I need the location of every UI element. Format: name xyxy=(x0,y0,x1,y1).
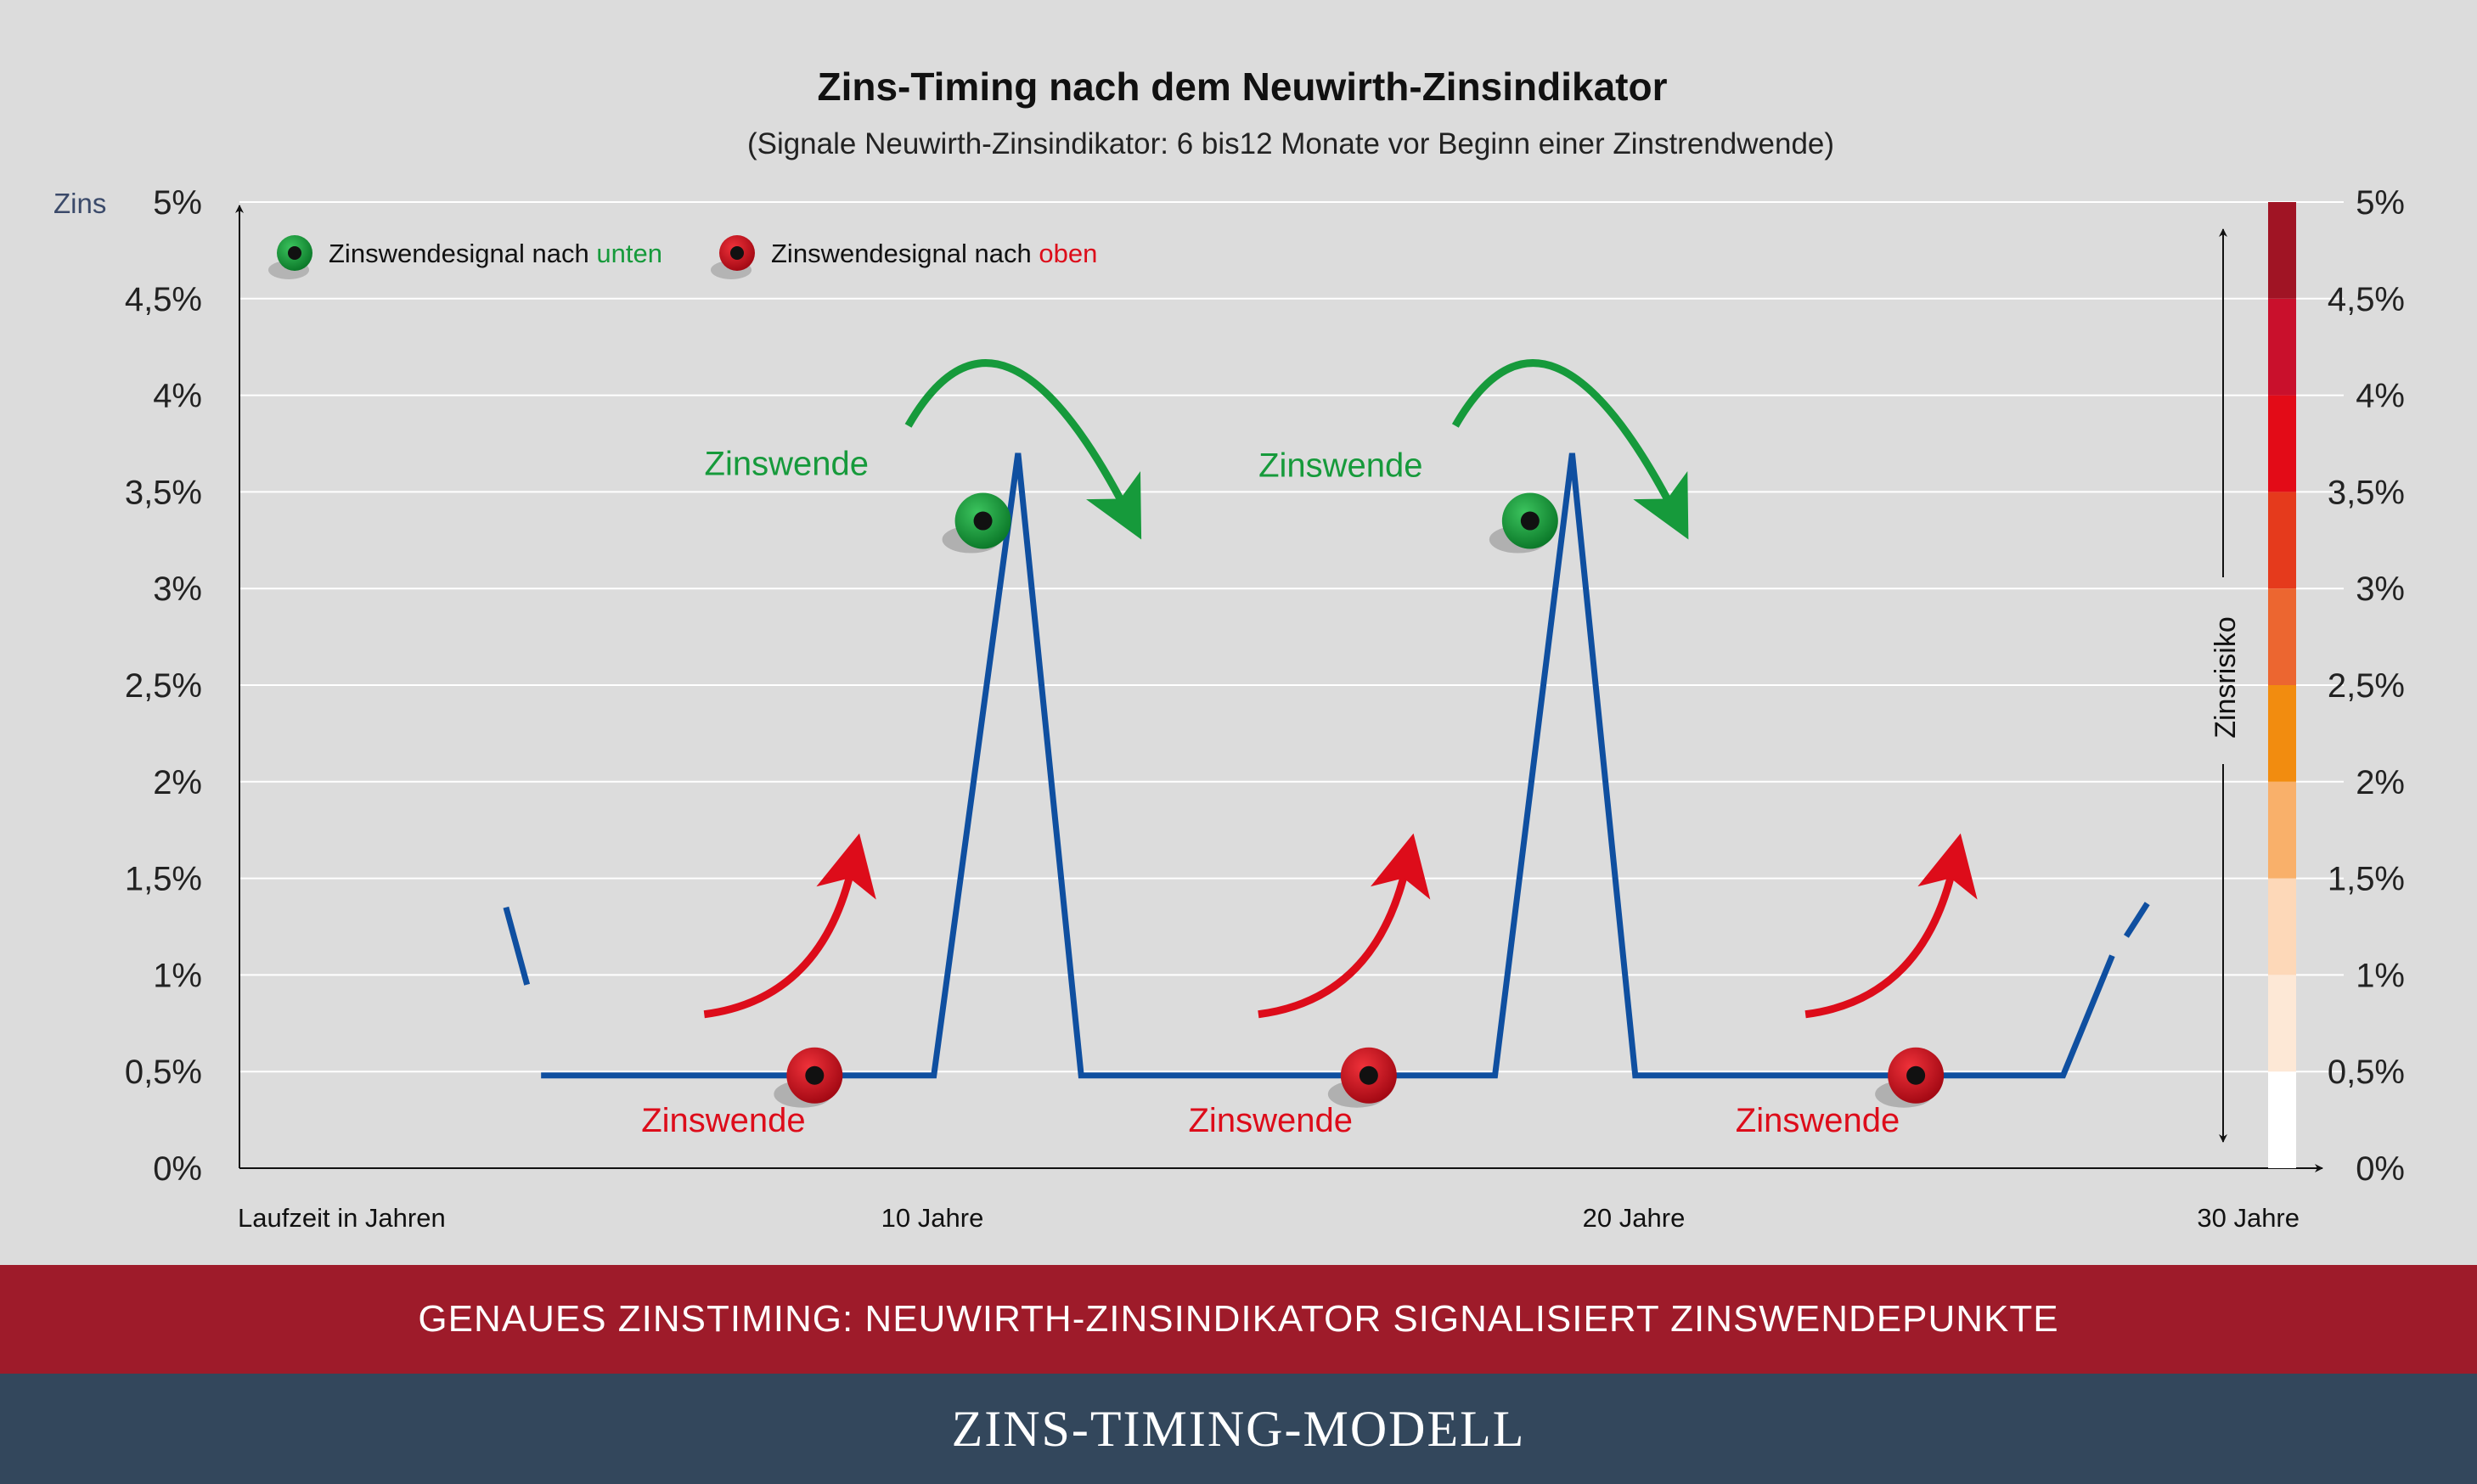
zinswende-annotation: Zinswende xyxy=(1258,447,1422,485)
red-curved-arrow xyxy=(1804,833,1978,1019)
gridlines xyxy=(239,201,2344,1073)
interest-rate-line-dash-end xyxy=(2123,902,2150,938)
x-tick-labels: 10 Jahre 20 Jahre 30 Jahre xyxy=(881,1203,2300,1233)
chart-title: Zins-Timing nach dem Neuwirth-Zinsindika… xyxy=(818,65,1668,109)
interest-rate-line-dash-start xyxy=(503,906,531,986)
risk-scale-segment xyxy=(2268,975,2296,1072)
y-tick-label: 4,5% xyxy=(125,281,202,318)
zinswende-annotation: Zinswende xyxy=(705,445,869,482)
y-axis-label: Zins xyxy=(53,188,106,219)
interest-timing-chart: Zins-Timing nach dem Neuwirth-Zinsindika… xyxy=(53,65,2405,1233)
risk-scale-segment xyxy=(2268,685,2296,782)
risk-axis-label: Zinsrisiko xyxy=(2210,616,2242,739)
legend-text-down: Zinswendesignal nach xyxy=(329,239,596,268)
risk-scale-segment xyxy=(2268,395,2296,492)
legend: Zinswendesignal nach unten Zinswendesign… xyxy=(268,235,1097,279)
footer-bar: ZINS-TIMING-MODELL xyxy=(0,1374,2477,1484)
legend-highlight-down: unten xyxy=(596,239,662,268)
risk-axis: Zinsrisiko xyxy=(2210,228,2242,1143)
banner-text: GENAUES ZINSTIMING: NEUWIRTH-ZINSINDIKAT… xyxy=(418,1298,2059,1340)
legend-item-up-signal: Zinswendesignal nach oben xyxy=(711,235,1097,279)
x-axis-label: Laufzeit in Jahren xyxy=(238,1203,446,1233)
y-tick-label: 1,5% xyxy=(125,861,202,898)
series xyxy=(503,453,2150,1079)
red-curved-arrow xyxy=(703,833,876,1019)
red-curved-arrow xyxy=(1258,833,1431,1019)
interest-rate-line xyxy=(541,453,2115,1079)
risk-scale-segment xyxy=(2268,1071,2296,1168)
signal-center xyxy=(805,1065,825,1085)
y-tick-labels-right: 0% 0,5% 1% 1,5% 2% 2,5% 3% 3,5% 4% 4,5% 5% xyxy=(2328,184,2405,1188)
axes xyxy=(235,205,2323,1172)
x-tick-label: 20 Jahre xyxy=(1583,1203,1686,1233)
zinswende-annotation: Zinswende xyxy=(1736,1102,1900,1139)
risk-scale-segment xyxy=(2268,878,2296,975)
svg-text:Zinswendesignal nach unten: Zinswendesignal nach unten xyxy=(329,239,662,268)
signal-center xyxy=(973,511,993,531)
red-signal-marker xyxy=(1327,1047,1397,1108)
red-signal-marker xyxy=(774,1047,843,1108)
x-tick-label: 30 Jahre xyxy=(2197,1203,2300,1233)
headline-banner: GENAUES ZINSTIMING: NEUWIRTH-ZINSINDIKAT… xyxy=(0,1265,2477,1374)
risk-scale-segment xyxy=(2268,588,2296,685)
signal-markers xyxy=(774,492,1945,1108)
risk-scale-segment xyxy=(2268,781,2296,879)
y-tick-label-right: 3% xyxy=(2356,571,2405,608)
y-tick-label: 2,5% xyxy=(125,667,202,705)
legend-highlight-up: oben xyxy=(1039,239,1097,268)
y-tick-label: 0% xyxy=(153,1150,202,1188)
y-tick-label-right: 2,5% xyxy=(2328,667,2405,705)
signal-center xyxy=(1359,1065,1378,1085)
risk-scale-segment xyxy=(2268,202,2296,299)
green-signal-marker xyxy=(1489,492,1558,554)
zinswende-annotation: Zinswende xyxy=(641,1102,805,1139)
signal-center xyxy=(1520,511,1540,531)
y-tick-label: 3,5% xyxy=(125,474,202,511)
y-tick-label: 2% xyxy=(153,764,202,801)
y-tick-label-right: 1,5% xyxy=(2328,861,2405,898)
risk-color-scale xyxy=(2268,202,2296,1168)
svg-text:Zinswendesignal nach oben: Zinswendesignal nach oben xyxy=(771,239,1097,268)
y-tick-label-right: 5% xyxy=(2356,184,2405,222)
x-tick-label: 10 Jahre xyxy=(881,1203,984,1233)
y-tick-label-right: 2% xyxy=(2356,764,2405,801)
legend-item-down-signal: Zinswendesignal nach unten xyxy=(268,235,662,279)
footer-title: ZINS-TIMING-MODELL xyxy=(951,1400,1526,1457)
green-signal-marker xyxy=(942,492,1011,554)
y-tick-label-right: 4% xyxy=(2356,378,2405,415)
green-curved-arrow xyxy=(1451,359,1689,540)
zinswende-annotation: Zinswende xyxy=(1189,1102,1353,1139)
legend-text-up: Zinswendesignal nach xyxy=(771,239,1039,268)
y-tick-label-right: 1% xyxy=(2356,957,2405,994)
risk-scale-segment xyxy=(2268,492,2296,589)
y-tick-label-right: 0% xyxy=(2356,1150,2405,1188)
risk-scale-segment xyxy=(2268,298,2296,396)
annotations: Zinswende Zinswende Zinswende Zinswende Zins… xyxy=(641,445,1900,1139)
y-tick-label: 0,5% xyxy=(125,1054,202,1091)
y-tick-label: 3% xyxy=(153,571,202,608)
y-tick-label: 4% xyxy=(153,378,202,415)
y-tick-label-right: 3,5% xyxy=(2328,474,2405,511)
green-curved-arrow xyxy=(904,359,1142,540)
y-tick-label-right: 4,5% xyxy=(2328,281,2405,318)
trend-arrows xyxy=(703,359,1978,1019)
chart-subtitle: (Signale Neuwirth-Zinsindikator: 6 bis12… xyxy=(747,127,1834,160)
y-tick-labels-left: 0% 0,5% 1% 1,5% 2% 2,5% 3% 3,5% 4% 4,5% 5% xyxy=(125,184,202,1188)
y-tick-label: 1% xyxy=(153,957,202,994)
y-tick-label-right: 0,5% xyxy=(2328,1054,2405,1091)
red-signal-marker xyxy=(1875,1047,1945,1108)
y-tick-label: 5% xyxy=(153,184,202,222)
signal-center xyxy=(1906,1065,1926,1085)
